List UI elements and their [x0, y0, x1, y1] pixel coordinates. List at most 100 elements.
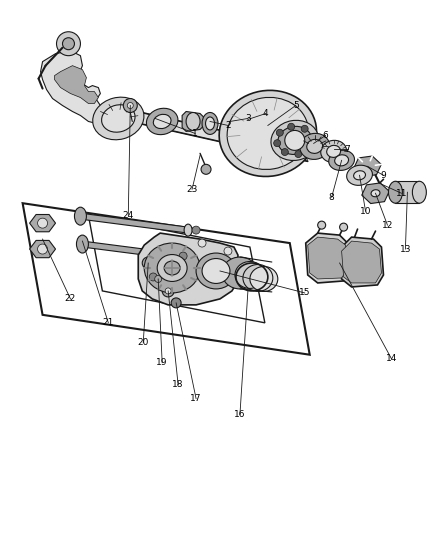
Circle shape — [301, 125, 308, 132]
Circle shape — [339, 223, 348, 231]
Text: 24: 24 — [123, 211, 134, 220]
Circle shape — [127, 102, 133, 109]
Ellipse shape — [307, 139, 323, 154]
Text: 8: 8 — [329, 193, 335, 201]
Circle shape — [151, 272, 165, 286]
Circle shape — [162, 285, 174, 297]
Text: 9: 9 — [381, 171, 386, 180]
Ellipse shape — [153, 115, 171, 128]
Text: 6: 6 — [323, 131, 328, 140]
Ellipse shape — [278, 126, 311, 155]
Ellipse shape — [327, 146, 341, 157]
Ellipse shape — [250, 266, 278, 292]
Polygon shape — [306, 233, 350, 283]
Circle shape — [288, 123, 295, 130]
Text: 21: 21 — [102, 318, 114, 327]
Polygon shape — [81, 213, 188, 233]
Ellipse shape — [184, 224, 192, 236]
Ellipse shape — [202, 112, 218, 134]
Circle shape — [142, 257, 154, 269]
Ellipse shape — [329, 150, 354, 171]
Circle shape — [179, 252, 187, 260]
Polygon shape — [82, 241, 175, 259]
Circle shape — [149, 273, 157, 281]
Ellipse shape — [227, 98, 309, 169]
Circle shape — [274, 140, 281, 147]
Text: 19: 19 — [156, 358, 168, 367]
Circle shape — [224, 247, 232, 255]
Circle shape — [309, 134, 316, 141]
Text: 13: 13 — [399, 245, 411, 254]
Text: 22: 22 — [65, 294, 76, 303]
Text: 10: 10 — [360, 207, 371, 216]
Ellipse shape — [74, 207, 86, 225]
Ellipse shape — [300, 133, 329, 159]
Circle shape — [63, 38, 74, 50]
Ellipse shape — [164, 261, 180, 275]
Ellipse shape — [222, 257, 258, 289]
Ellipse shape — [371, 190, 380, 197]
Text: 11: 11 — [396, 189, 407, 198]
Ellipse shape — [321, 140, 346, 163]
Polygon shape — [396, 181, 419, 203]
Text: 5: 5 — [293, 101, 299, 110]
Circle shape — [295, 151, 302, 158]
Text: 23: 23 — [187, 185, 198, 194]
Text: 3: 3 — [245, 114, 251, 123]
Text: 18: 18 — [173, 380, 184, 389]
Text: 12: 12 — [382, 221, 393, 230]
Text: 17: 17 — [191, 394, 202, 403]
Ellipse shape — [335, 155, 349, 166]
Ellipse shape — [157, 255, 187, 281]
Circle shape — [38, 218, 48, 228]
Text: 20: 20 — [138, 338, 149, 348]
Polygon shape — [30, 240, 56, 257]
Circle shape — [198, 239, 206, 247]
Ellipse shape — [219, 91, 317, 176]
Text: 1: 1 — [192, 129, 198, 138]
Ellipse shape — [144, 243, 200, 293]
Polygon shape — [339, 237, 384, 287]
Circle shape — [281, 149, 288, 156]
Ellipse shape — [205, 117, 215, 130]
Circle shape — [38, 244, 48, 254]
Polygon shape — [30, 214, 56, 232]
Text: 15: 15 — [299, 288, 311, 297]
Ellipse shape — [202, 259, 230, 284]
Polygon shape — [362, 183, 389, 204]
Polygon shape — [342, 241, 381, 283]
Circle shape — [124, 99, 137, 112]
Ellipse shape — [146, 108, 178, 135]
Text: 7: 7 — [345, 145, 350, 154]
Ellipse shape — [389, 181, 403, 203]
Ellipse shape — [93, 97, 144, 140]
Ellipse shape — [186, 112, 200, 131]
Polygon shape — [354, 156, 381, 176]
Circle shape — [276, 129, 283, 136]
Ellipse shape — [346, 165, 372, 185]
Text: 2: 2 — [225, 121, 231, 130]
Circle shape — [306, 144, 313, 151]
Circle shape — [318, 221, 326, 229]
Polygon shape — [138, 233, 238, 305]
Ellipse shape — [235, 262, 265, 288]
Ellipse shape — [77, 235, 88, 253]
Ellipse shape — [171, 250, 179, 262]
Polygon shape — [182, 111, 204, 132]
Polygon shape — [41, 51, 118, 124]
Ellipse shape — [102, 105, 135, 132]
Circle shape — [285, 131, 305, 150]
Ellipse shape — [271, 120, 318, 160]
Circle shape — [201, 164, 211, 174]
Circle shape — [171, 298, 181, 308]
Text: 14: 14 — [386, 354, 397, 363]
Text: 16: 16 — [234, 410, 246, 419]
Polygon shape — [308, 237, 348, 279]
Circle shape — [192, 226, 200, 234]
Polygon shape — [54, 66, 99, 103]
Circle shape — [165, 288, 171, 294]
Polygon shape — [128, 109, 308, 161]
Circle shape — [155, 276, 162, 282]
Ellipse shape — [413, 181, 426, 203]
Text: 4: 4 — [263, 109, 268, 118]
